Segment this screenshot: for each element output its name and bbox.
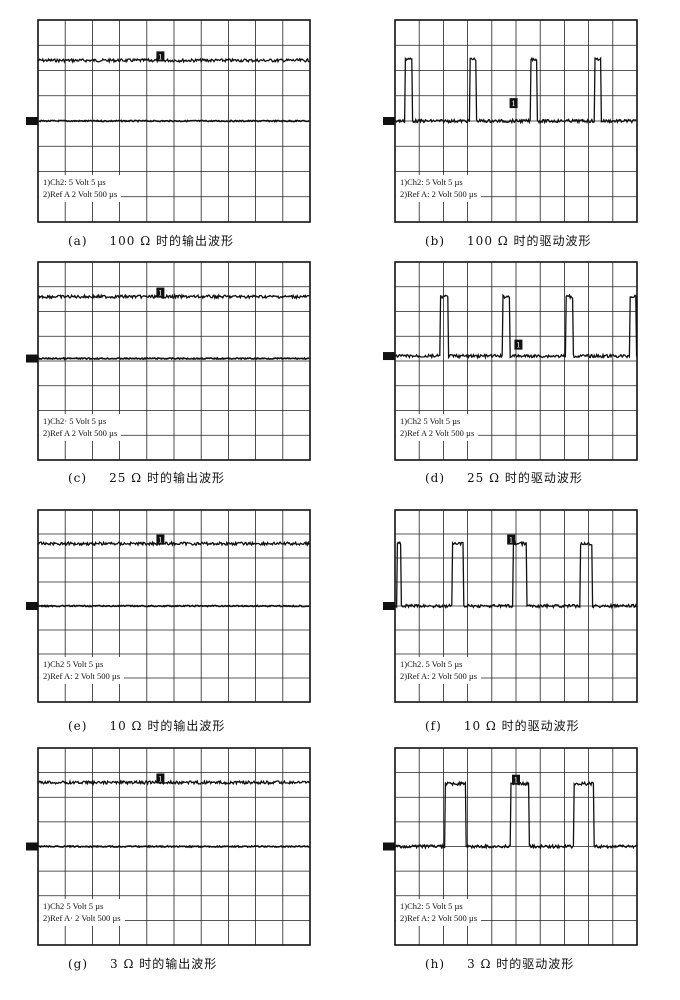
scope-panel-c: 1 1)Ch2· 5 Volt 5 µs 2)Ref A 2 Volt 500 µs xyxy=(26,261,311,461)
ground-marker-icon xyxy=(26,117,38,125)
panel-caption: (b) 100 Ω 时的驱动波形 xyxy=(425,232,592,249)
panel-caption: (c) 25 Ω 时的输出波形 xyxy=(68,469,225,486)
legend-line: 2)Ref A 2 Volt 500 µs xyxy=(400,427,475,438)
channel-trace xyxy=(37,293,310,301)
scope-legend: 1)Ch2· 5 Volt 5 µs 2)Ref A 2 Volt 500 µs xyxy=(39,413,122,441)
legend-line: 1)Ch2: 5 Volt 5 µs xyxy=(43,176,106,187)
scope-panel-e: 1 1)Ch2 5 Volt 5 µs 2)Ref A: 2 Volt 500 µs xyxy=(26,509,311,703)
scope-panel-f: 1 1)Ch2. 5 Volt 5 µs 2)Ref A: 2 Volt 500 µ… xyxy=(383,509,638,703)
legend-line: 1)Ch2 5 Volt 5 µs xyxy=(400,415,461,426)
panel-caption: (d) 25 Ω 时的驱动波形 xyxy=(425,469,583,486)
panel-label: (d) xyxy=(425,471,446,485)
scope-legend: 1)Ch2: 5 Volt 5 µs 2)Ref A: 2 Volt 500 µs xyxy=(396,174,482,202)
reference-trace xyxy=(37,356,310,361)
channel-marker-icon xyxy=(509,98,518,109)
panel-label: (a) xyxy=(68,234,88,248)
channel-marker-icon xyxy=(156,773,165,784)
scope-screen: 1 xyxy=(383,509,638,703)
ground-marker-icon xyxy=(383,117,395,125)
legend-line: 2)Ref A 2 Volt 500 µs xyxy=(43,427,118,438)
channel-marker-icon xyxy=(156,51,165,62)
legend-line: 1)Ch2· 5 Volt 5 µs xyxy=(43,415,107,426)
channel-marker-icon xyxy=(507,534,516,545)
ground-marker-icon xyxy=(383,602,395,610)
caption-text: 100 Ω 时的输出波形 xyxy=(109,234,235,248)
channel-trace xyxy=(37,779,310,787)
channel-marker-icon xyxy=(156,534,165,545)
legend-line: 1)Ch2 5 Volt 5 µs xyxy=(43,659,104,669)
scope-legend: 1)Ch2: 5 Volt 5 µs 2)Ref A 2 Volt 500 µs xyxy=(39,174,122,202)
panel-caption: (e) 10 Ω 时的输出波形 xyxy=(68,717,225,734)
scope-legend: 1)Ch2 5 Volt 5 µs 2)Ref A: 2 Volt 500 µs xyxy=(39,657,125,684)
channel-marker-label: 1 xyxy=(158,537,162,545)
panel-label: (f) xyxy=(425,719,442,733)
panel-label: (c) xyxy=(68,471,88,485)
panel-label: (e) xyxy=(68,719,88,733)
caption-text: 25 Ω 时的输出波形 xyxy=(109,471,225,485)
scope-legend: 1)Ch2 5 Volt 5 µs 2)Ref A 2 Volt 500 µs xyxy=(396,413,479,441)
scope-panel-d: 1 1)Ch2 5 Volt 5 µs 2)Ref A 2 Volt 500 µs xyxy=(383,261,638,461)
scope-panel-h: 1 1)Ch2: 5 Volt 5 µs 2)Ref A: 2 Volt 500 µ… xyxy=(383,747,638,946)
channel-trace xyxy=(394,56,637,125)
ground-marker-icon xyxy=(383,842,395,851)
ground-marker-icon xyxy=(26,842,38,851)
caption-text: 3 Ω 时的输出波形 xyxy=(110,957,218,971)
legend-line: 1)Ch2: 5 Volt 5 µs xyxy=(400,900,463,911)
panel-label: (h) xyxy=(425,957,446,971)
scope-legend: 1)Ch2: 5 Volt 5 µs 2)Ref A: 2 Volt 500 µs xyxy=(396,898,482,926)
legend-line: 2)Ref A: 2 Volt 500 µs xyxy=(400,671,478,681)
channel-trace xyxy=(37,540,310,548)
caption-text: 25 Ω 时的驱动波形 xyxy=(467,471,583,485)
panel-caption: (f) 10 Ω 时的驱动波形 xyxy=(425,717,580,734)
scope-panel-a: 1 1)Ch2: 5 Volt 5 µs 2)Ref A 2 Volt 500 µs xyxy=(26,19,311,223)
panel-label: (b) xyxy=(425,234,446,248)
legend-line: 2)Ref A 2 Volt 500 µs xyxy=(43,188,118,199)
panel-caption: (g) 3 Ω 时的输出波形 xyxy=(68,955,217,972)
panel-caption: (a) 100 Ω 时的输出波形 xyxy=(68,232,234,249)
legend-line: 2)Ref A: 2 Volt 500 µs xyxy=(400,188,478,199)
channel-marker-label: 1 xyxy=(516,342,520,350)
reference-trace xyxy=(37,844,310,849)
channel-marker-icon xyxy=(156,287,165,298)
reference-trace xyxy=(37,119,310,123)
reference-trace xyxy=(37,604,310,608)
legend-line: 2)Ref A· 2 Volt 500 µs xyxy=(43,912,121,923)
caption-text: 3 Ω 时的驱动波形 xyxy=(467,957,575,971)
channel-marker-label: 1 xyxy=(509,537,513,545)
channel-marker-icon xyxy=(512,774,520,785)
scope-screen: 1 xyxy=(383,747,638,946)
channel-trace xyxy=(394,540,638,610)
panel-caption: (h) 3 Ω 时的驱动波形 xyxy=(425,955,574,972)
legend-line: 1)Ch2. 5 Volt 5 µs xyxy=(400,659,463,669)
channel-marker-label: 1 xyxy=(158,53,162,61)
channel-marker-label: 1 xyxy=(158,775,162,783)
ground-marker-icon xyxy=(383,352,395,361)
caption-text: 100 Ω 时的驱动波形 xyxy=(467,234,592,248)
channel-marker-label: 1 xyxy=(511,100,515,108)
channel-trace xyxy=(394,293,638,360)
legend-line: 1)Ch2: 5 Volt 5 µs xyxy=(400,176,463,187)
legend-line: 2)Ref A: 2 Volt 500 µs xyxy=(43,671,121,681)
channel-trace xyxy=(37,57,310,64)
channel-marker-icon xyxy=(514,339,523,350)
channel-marker-label: 1 xyxy=(158,290,162,298)
legend-line: 1)Ch2 5 Volt 5 µs xyxy=(43,900,104,911)
ground-marker-icon xyxy=(26,354,38,363)
scope-legend: 1)Ch2 5 Volt 5 µs 2)Ref A· 2 Volt 500 µs xyxy=(39,898,125,926)
caption-text: 10 Ω 时的驱动波形 xyxy=(463,719,580,733)
legend-line: 2)Ref A: 2 Volt 500 µs xyxy=(400,912,478,923)
caption-text: 10 Ω 时的输出波形 xyxy=(109,719,226,733)
scope-panel-b: 1 1)Ch2: 5 Volt 5 µs 2)Ref A: 2 Volt 500 µ… xyxy=(383,19,638,223)
panel-label: (g) xyxy=(68,957,89,971)
channel-marker-label: 1 xyxy=(514,777,518,785)
ground-marker-icon xyxy=(26,602,38,610)
scope-panel-g: 1 1)Ch2 5 Volt 5 µs 2)Ref A· 2 Volt 500 µs xyxy=(26,747,311,946)
scope-legend: 1)Ch2. 5 Volt 5 µs 2)Ref A: 2 Volt 500 µs xyxy=(396,657,482,684)
